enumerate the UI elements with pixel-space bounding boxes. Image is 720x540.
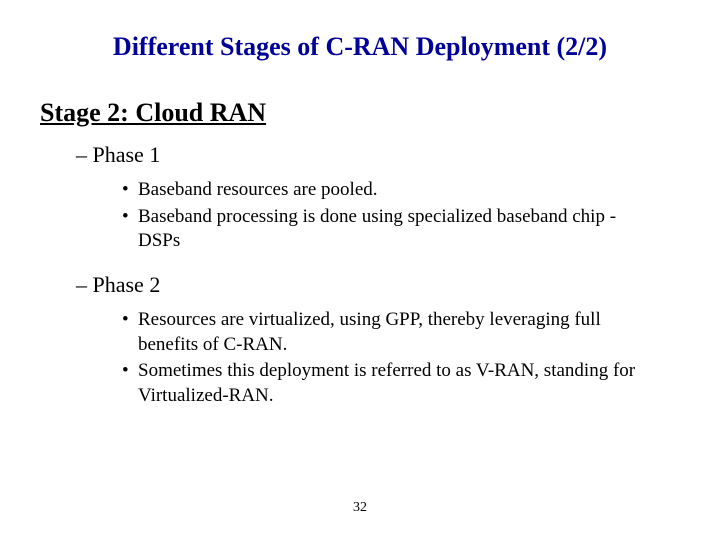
phase-1-bullets: Baseband resources are pooled. Baseband … — [122, 178, 650, 254]
stage-title: Stage 2: Cloud RAN — [40, 98, 670, 128]
phase-2-label: – Phase 2 — [76, 272, 670, 298]
list-item: Baseband processing is done using specia… — [122, 205, 650, 254]
phase-1-label: – Phase 1 — [76, 142, 670, 168]
page-number: 32 — [0, 500, 720, 516]
list-item: Baseband resources are pooled. — [122, 178, 650, 203]
list-item: Resources are virtualized, using GPP, th… — [122, 308, 650, 357]
slide-title: Different Stages of C-RAN Deployment (2/… — [50, 32, 670, 62]
phase-2-bullets: Resources are virtualized, using GPP, th… — [122, 308, 650, 409]
list-item: Sometimes this deployment is referred to… — [122, 359, 650, 408]
